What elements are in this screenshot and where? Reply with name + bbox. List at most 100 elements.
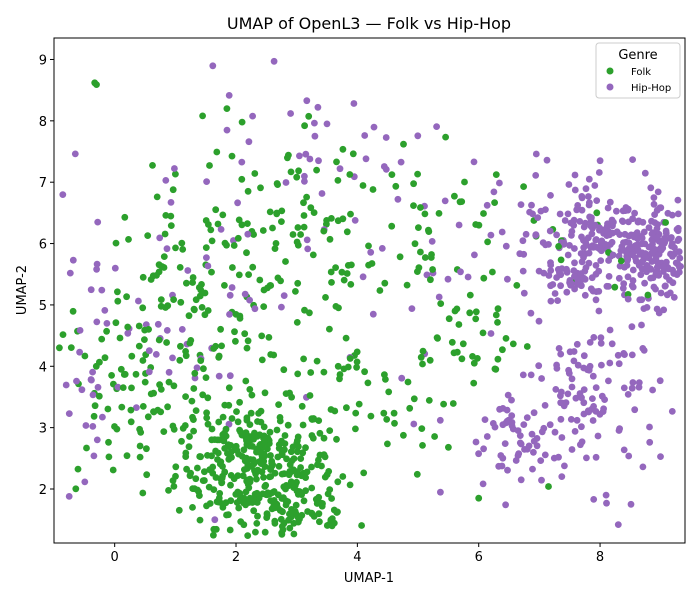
folk-point bbox=[227, 448, 235, 456]
folk-point bbox=[183, 465, 191, 473]
folk-point bbox=[353, 363, 360, 371]
hiphop-point bbox=[570, 357, 578, 365]
hiphop-point bbox=[99, 413, 106, 421]
chart-title: UMAP of OpenL3 — Folk vs Hip-Hop bbox=[227, 14, 511, 33]
folk-point bbox=[219, 463, 226, 470]
hiphop-point bbox=[89, 391, 97, 399]
folk-point bbox=[214, 449, 222, 457]
folk-point bbox=[294, 279, 302, 287]
folk-point bbox=[346, 481, 354, 489]
hiphop-point bbox=[103, 320, 111, 327]
folk-point bbox=[136, 453, 144, 461]
folk-point bbox=[231, 328, 238, 336]
hiphop-point bbox=[654, 188, 662, 196]
folk-point bbox=[419, 347, 427, 355]
hiphop-point bbox=[582, 238, 589, 246]
folk-point bbox=[347, 210, 354, 218]
hiphop-point bbox=[637, 271, 645, 279]
folk-point bbox=[202, 374, 210, 381]
folk-point bbox=[135, 342, 143, 350]
hiphop-point bbox=[435, 293, 443, 301]
hiphop-point bbox=[270, 57, 278, 65]
folk-point bbox=[149, 272, 157, 280]
folk-point bbox=[260, 423, 268, 431]
hiphop-point bbox=[583, 454, 590, 462]
hiphop-point bbox=[674, 196, 682, 204]
folk-point bbox=[141, 378, 149, 386]
hiphop-point bbox=[133, 404, 140, 411]
hiphop-point bbox=[634, 217, 642, 225]
hiphop-point bbox=[520, 289, 528, 297]
hiphop-point bbox=[653, 225, 661, 233]
folk-point bbox=[484, 238, 491, 246]
hiphop-point bbox=[311, 132, 319, 140]
folk-point bbox=[153, 193, 161, 201]
folk-point bbox=[250, 495, 257, 503]
folk-point bbox=[189, 274, 197, 281]
hiphop-point bbox=[578, 438, 586, 446]
hiphop-point bbox=[433, 123, 440, 130]
folk-point bbox=[390, 409, 398, 417]
hiphop-point bbox=[145, 347, 153, 355]
hiphop-point bbox=[76, 327, 84, 334]
hiphop-point bbox=[306, 155, 314, 163]
folk-point bbox=[199, 477, 207, 484]
hiphop-point bbox=[94, 218, 102, 226]
folk-point bbox=[344, 262, 352, 269]
folk-point bbox=[212, 206, 220, 214]
hiphop-point bbox=[646, 265, 654, 272]
folk-point bbox=[170, 483, 178, 490]
folk-point bbox=[301, 122, 308, 130]
hiphop-point bbox=[625, 452, 633, 460]
folk-point bbox=[328, 279, 335, 286]
hiphop-point bbox=[93, 265, 100, 273]
folk-point bbox=[72, 485, 80, 493]
folk-point bbox=[90, 412, 98, 420]
folk-point bbox=[192, 407, 200, 414]
folk-point bbox=[172, 472, 179, 480]
hiphop-point bbox=[90, 452, 98, 460]
plot-frame bbox=[53, 37, 686, 544]
hiphop-point bbox=[517, 476, 525, 484]
hiphop-point bbox=[163, 327, 171, 334]
hiphop-point bbox=[590, 496, 598, 503]
folk-point bbox=[396, 253, 404, 261]
folk-point bbox=[339, 215, 347, 223]
folk-point bbox=[425, 226, 432, 234]
hiphop-point bbox=[311, 119, 318, 127]
hiphop-point bbox=[616, 425, 623, 433]
hiphop-point bbox=[89, 423, 97, 430]
hiphop-point bbox=[532, 150, 540, 158]
folk-point bbox=[303, 468, 311, 476]
folk-point bbox=[220, 437, 228, 445]
hiphop-point bbox=[588, 274, 596, 282]
folk-point bbox=[164, 302, 172, 310]
hiphop-point bbox=[595, 307, 603, 315]
folk-point bbox=[300, 355, 307, 363]
folk-point bbox=[182, 393, 190, 400]
hiphop-point bbox=[89, 368, 96, 376]
y-axis-label: UMAP-2 bbox=[15, 265, 30, 315]
hiphop-point bbox=[656, 204, 664, 212]
hiphop-point bbox=[596, 226, 603, 234]
hiphop-point bbox=[674, 237, 682, 245]
folk-point bbox=[194, 486, 201, 494]
folk-point bbox=[157, 296, 165, 303]
hiphop-point bbox=[656, 377, 664, 385]
folk-point bbox=[155, 336, 163, 344]
folk-point bbox=[288, 507, 296, 515]
folk-point bbox=[339, 473, 347, 480]
folk-point bbox=[83, 444, 90, 452]
folk-point bbox=[253, 520, 261, 527]
scatter-points-layer bbox=[56, 57, 684, 539]
folk-point bbox=[258, 356, 266, 364]
folk-point bbox=[74, 465, 82, 473]
folk-point bbox=[494, 319, 501, 326]
hiphop-point bbox=[597, 334, 605, 342]
folk-point bbox=[391, 419, 398, 427]
hiphop-point bbox=[621, 230, 629, 238]
hiphop-point bbox=[523, 414, 531, 421]
hiphop-point bbox=[568, 446, 576, 453]
folk-point bbox=[105, 438, 112, 446]
folk-point bbox=[315, 510, 323, 518]
